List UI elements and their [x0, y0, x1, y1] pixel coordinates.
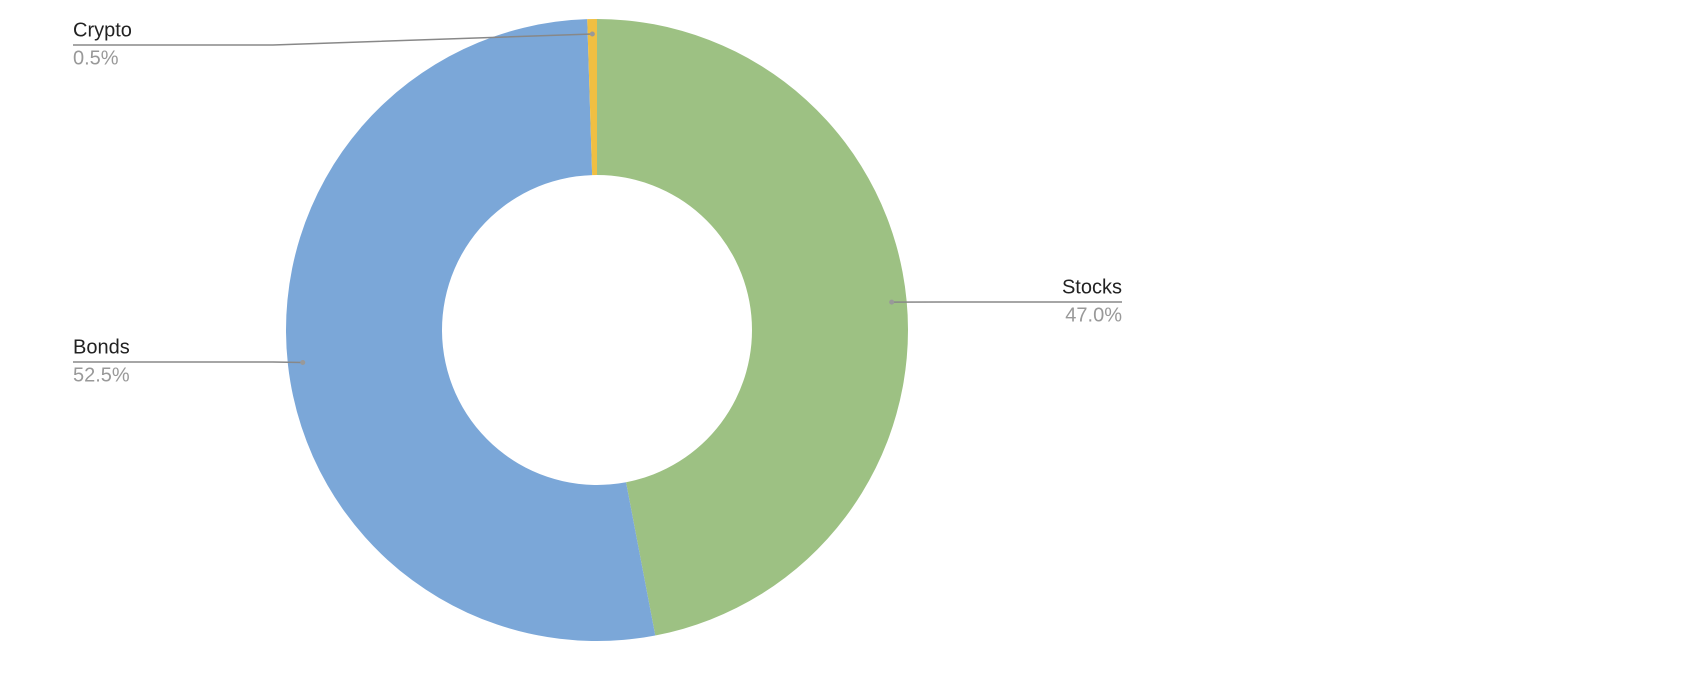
donut-slice [597, 19, 909, 636]
slice-label: Crypto [73, 19, 132, 41]
leader-line [73, 33, 593, 46]
slice-value-label: 0.5% [73, 47, 119, 69]
leader-dot [889, 299, 895, 305]
slice-value-label: 52.5% [73, 364, 130, 386]
leader-dot [300, 359, 306, 365]
slice-label: Bonds [73, 336, 130, 358]
leader-dot [589, 31, 595, 37]
donut-slice [587, 19, 597, 176]
donut-slice [285, 19, 656, 642]
slice-label: Stocks [1062, 276, 1122, 298]
slice-value-label: 47.0% [1065, 304, 1122, 326]
